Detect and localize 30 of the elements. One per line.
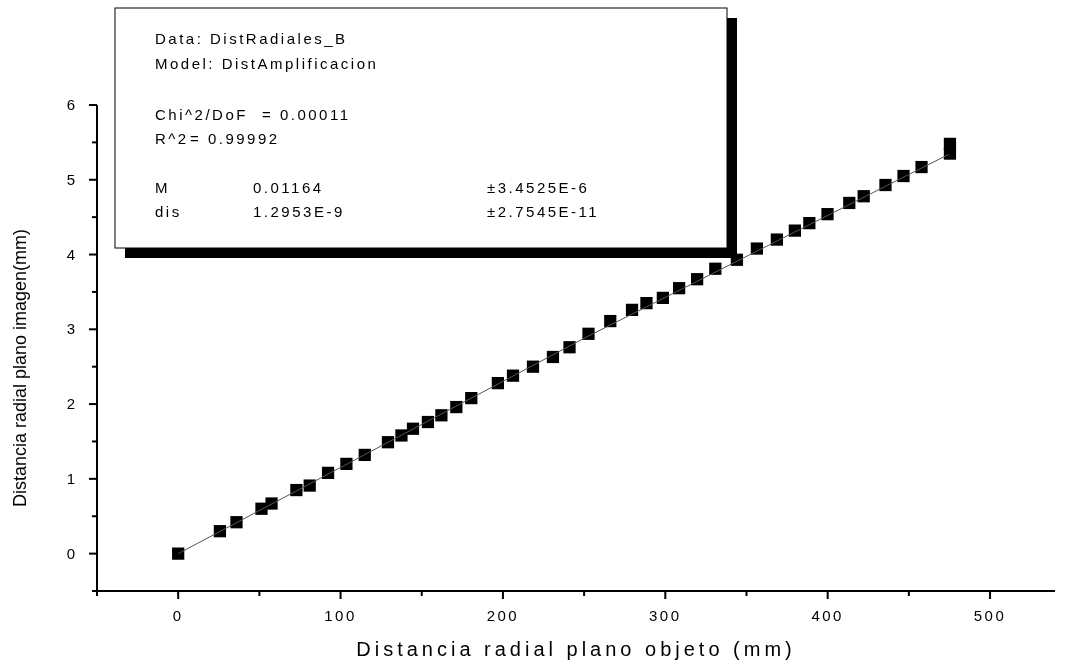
text: Data: DistRadiales_B [155,30,348,47]
annotation: ±3.4525E-6 [487,179,590,196]
y-tick-label: 2 [66,395,75,413]
x-tick-label: 0 [172,607,184,624]
point [943,137,957,150]
point [770,233,783,246]
y-tick-label: 1 [66,469,75,487]
x-tick-label: 300 [649,607,682,624]
annotation: = 0.00011 [262,106,351,123]
y-tick-label: 4 [66,245,75,263]
x-tick-label: 400 [811,607,844,624]
annotation: ±2.7545E-11 [487,203,600,220]
annotation: M [155,179,170,196]
point [172,547,185,560]
y-tick-label: 6 [66,96,75,113]
annotation: 1.2953E-9 [253,203,345,220]
x-axis-title: Distancia radial plano objeto (mm) [356,638,796,660]
annotation: = 0.99992 [190,130,280,147]
y-tick-label: 0 [66,544,75,562]
x-tick-label: 500 [973,607,1007,624]
annotation: 0.01164 [253,179,324,196]
text: Model: DistAmplificacion [155,55,379,72]
y-tick-label: 5 [66,170,75,188]
y-tick-label: 3 [66,320,75,338]
x-tick-label: 200 [486,607,520,624]
annotation: R^2 [155,130,189,147]
annotation: Chi^2/DoF [155,106,248,123]
x-tick-label: 100 [324,607,357,624]
annotation: dis [155,203,182,220]
y-axis-title: Distancia radial plano imagen(mm) [10,228,30,508]
